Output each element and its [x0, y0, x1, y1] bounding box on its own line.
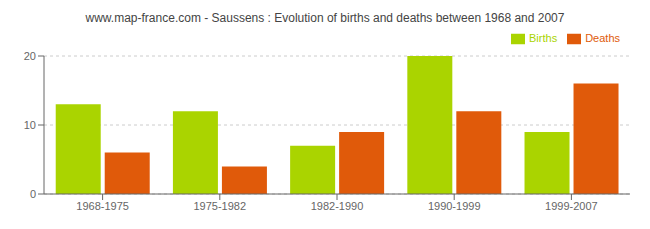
svg-text:1982-1990: 1982-1990	[311, 200, 364, 212]
svg-text:1999-2007: 1999-2007	[545, 200, 598, 212]
svg-text:1975-1982: 1975-1982	[193, 200, 246, 212]
html-text:Deaths: Deaths	[585, 32, 620, 44]
svg-text:1990-1999: 1990-1999	[428, 200, 481, 212]
html-text:Births: Births	[529, 32, 558, 44]
svg-text:10: 10	[24, 119, 36, 131]
svg-text:20: 20	[24, 50, 36, 62]
svg-text:1968-1975: 1968-1975	[76, 200, 129, 212]
svg-text:0: 0	[30, 188, 36, 200]
html-text:www.map-france.com - Saussens: www.map-france.com - Saussens : Evolutio…	[85, 11, 565, 25]
